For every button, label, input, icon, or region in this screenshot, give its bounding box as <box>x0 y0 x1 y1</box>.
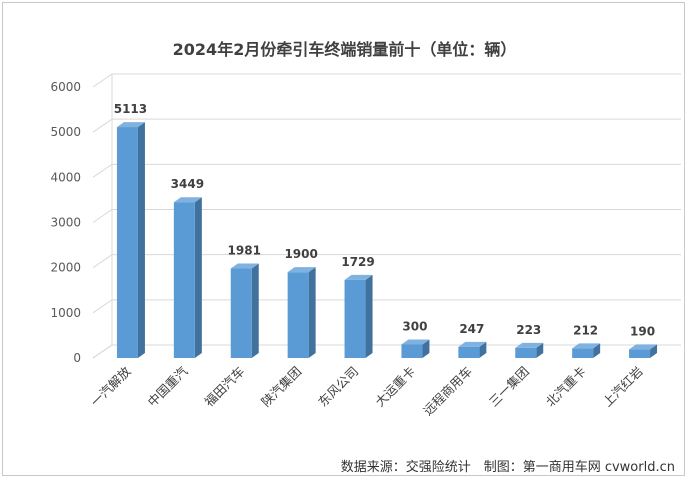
bar-side <box>137 122 145 358</box>
data-label: 1729 <box>341 255 374 269</box>
category-label: 上汽红岩 <box>600 364 646 410</box>
category-label: 福田汽车 <box>201 364 247 410</box>
bar <box>344 279 366 358</box>
bar-side <box>650 344 658 358</box>
y-tick-label: 6000 <box>50 80 81 94</box>
y-tick-label: 0 <box>73 351 81 365</box>
bar-side <box>593 343 601 358</box>
bar <box>401 344 423 358</box>
gridline <box>92 163 681 178</box>
gridline <box>92 344 681 359</box>
data-label: 3449 <box>171 177 204 191</box>
gridline <box>92 299 681 314</box>
bar-side <box>422 339 430 358</box>
category-label: 大运重卡 <box>372 364 418 410</box>
bar-side <box>308 267 316 358</box>
data-label: 190 <box>630 324 655 338</box>
category-label: 东风公司 <box>315 364 361 410</box>
data-label: 212 <box>573 323 598 337</box>
bar-top <box>515 342 544 348</box>
gridline <box>92 209 681 223</box>
bar <box>116 127 138 358</box>
bar-top <box>572 343 601 349</box>
category-label: 中国重汽 <box>144 363 190 409</box>
bar-top <box>401 339 430 345</box>
category-label: 一汽解放 <box>88 363 134 409</box>
category-label: 陕汽集团 <box>258 364 304 410</box>
bar-top <box>629 344 658 350</box>
bar-top <box>173 197 202 203</box>
bar-top <box>116 122 145 128</box>
y-tick-label: 5000 <box>50 125 81 139</box>
bar-top <box>287 267 316 273</box>
bar-top <box>344 274 373 280</box>
bar-top <box>230 263 259 269</box>
bar <box>572 348 594 358</box>
data-label: 1981 <box>228 244 261 258</box>
chart-frame <box>2 2 685 476</box>
bar <box>629 349 651 358</box>
bar-side <box>251 263 259 358</box>
bar <box>173 202 195 358</box>
bar <box>230 268 252 358</box>
y-tick-label: 2000 <box>50 261 81 275</box>
gridline <box>92 254 681 269</box>
category-label: 远程商用车 <box>420 364 475 419</box>
gridline <box>92 73 681 88</box>
data-label: 223 <box>516 323 541 337</box>
bar <box>287 272 309 358</box>
chart-title: 2024年2月份牵引车终端销量前十（单位：辆） <box>172 40 517 59</box>
data-source-footer: 数据来源：交强险统计 制图：第一商用车网 cvworld.cn <box>340 460 675 475</box>
y-tick-label: 3000 <box>50 216 81 230</box>
bar-side <box>194 197 202 358</box>
bar <box>515 347 537 358</box>
y-tick-label: 4000 <box>50 170 81 184</box>
data-label: 1900 <box>284 247 317 261</box>
bar-side <box>536 342 544 358</box>
category-label: 三一集团 <box>486 364 532 410</box>
data-label: 247 <box>459 322 484 336</box>
data-label: 5113 <box>114 102 147 116</box>
bar <box>458 346 480 358</box>
bar-top <box>458 341 487 347</box>
data-label: 300 <box>402 319 427 333</box>
y-tick-label: 1000 <box>50 306 81 320</box>
category-label: 北汽重卡 <box>543 364 589 410</box>
gridline <box>92 118 681 133</box>
bar-side <box>365 274 373 358</box>
bar-side <box>479 341 487 358</box>
